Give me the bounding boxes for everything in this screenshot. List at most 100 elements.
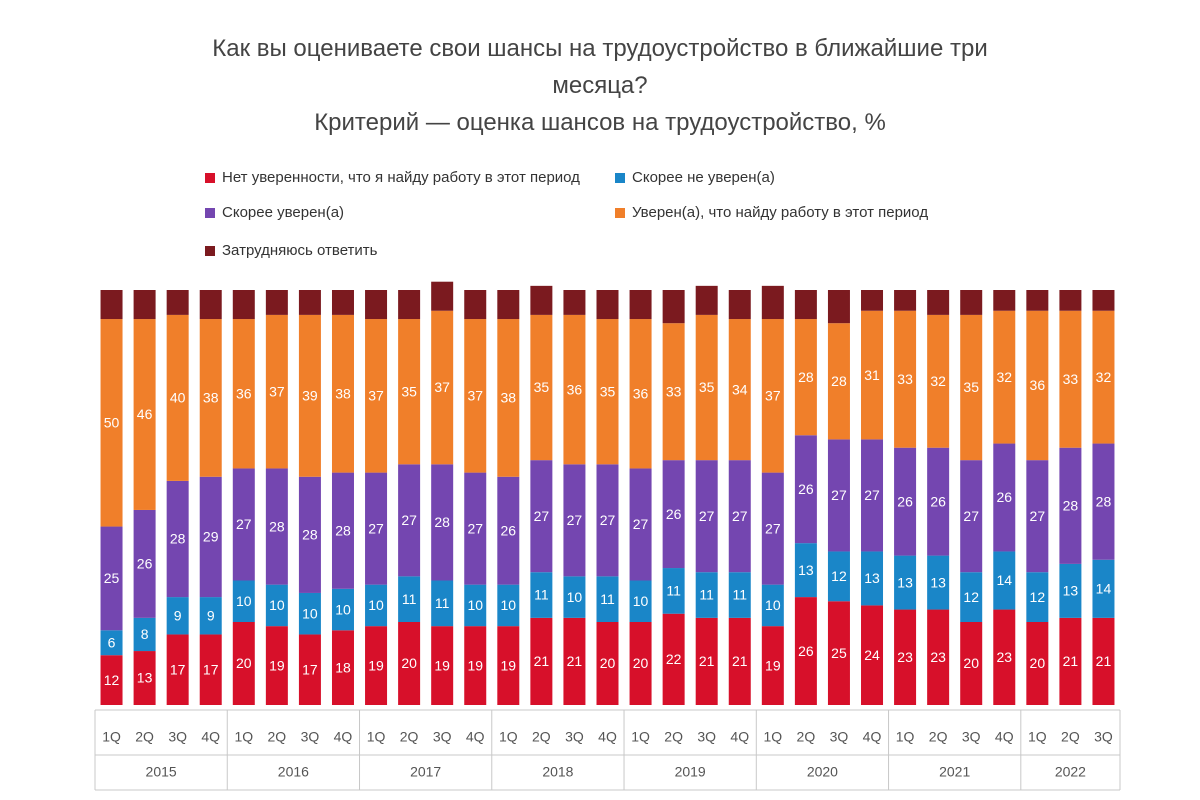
x-tick-label: 1Q [763, 729, 782, 745]
value-label: 12 [1030, 589, 1046, 605]
value-label: 18 [335, 659, 351, 675]
value-label: 26 [897, 493, 913, 509]
bar-segment [497, 290, 520, 320]
value-label: 27 [534, 508, 550, 524]
chart-subtitle: Критерий — оценка шансов на трудоустройс… [314, 109, 886, 136]
bar-segment [728, 617, 751, 705]
value-label: 27 [732, 508, 748, 524]
bar-segment [298, 314, 321, 477]
bar-segment [464, 472, 487, 585]
bar-segment [1026, 622, 1049, 705]
value-label: 34 [732, 381, 748, 397]
bar-segment [265, 584, 288, 627]
x-tick-label: 1Q [631, 729, 650, 745]
value-label: 27 [864, 487, 880, 503]
bar-segment [993, 443, 1016, 552]
bar-segment [629, 319, 652, 469]
bar-segment [133, 617, 156, 652]
legend-swatch [205, 246, 215, 256]
bar-segment [596, 290, 619, 320]
x-tick-label: 1Q [367, 729, 386, 745]
bar-segment [331, 588, 354, 631]
bar-segment [960, 572, 983, 622]
bar-segment [464, 290, 487, 320]
value-label: 21 [567, 653, 583, 669]
bar-segment [530, 314, 553, 461]
value-label: 10 [269, 597, 285, 613]
x-tick-label: 3Q [697, 729, 716, 745]
bar-segment [894, 447, 917, 556]
value-label: 27 [633, 516, 649, 532]
value-label: 25 [831, 645, 847, 661]
value-label: 21 [1096, 653, 1112, 669]
bar-segment [497, 626, 520, 705]
bar-segment [629, 580, 652, 622]
value-label: 27 [567, 512, 583, 528]
x-tick-label: 4Q [730, 729, 749, 745]
bar-segment [695, 572, 718, 618]
x-tick-label: 3Q [301, 729, 320, 745]
bar-segment [827, 439, 850, 552]
value-label: 26 [798, 481, 814, 497]
value-label: 27 [600, 512, 616, 528]
x-tick-label: 1Q [1028, 729, 1047, 745]
value-label: 26 [137, 556, 153, 572]
bar-segment [398, 622, 421, 705]
bar-segment [993, 609, 1016, 705]
chart-title: Как вы оцениваете свои шансы на трудоуст… [212, 35, 988, 99]
bar-segment [464, 626, 487, 705]
bar-segment [662, 323, 685, 461]
bar-segment [298, 476, 321, 593]
value-label: 26 [930, 493, 946, 509]
x-tick-label: 2Q [797, 729, 816, 745]
x-tick-label: 3Q [1094, 729, 1113, 745]
group-label: 2015 [146, 764, 177, 780]
value-label: 14 [996, 572, 1012, 588]
value-label: 27 [963, 508, 979, 524]
bar-segment [431, 281, 454, 311]
bar-segment [794, 319, 817, 436]
bar-segment [1092, 290, 1115, 311]
bar-segment [166, 290, 189, 315]
value-label: 46 [137, 406, 153, 422]
x-tick-label: 1Q [234, 729, 253, 745]
value-label: 19 [434, 657, 450, 673]
value-label: 37 [368, 388, 384, 404]
bar-segment [431, 310, 454, 465]
bar-segment [563, 464, 586, 577]
legend-swatch [205, 173, 215, 183]
value-label: 21 [699, 653, 715, 669]
bar-segment [827, 551, 850, 602]
value-label: 27 [831, 487, 847, 503]
value-label: 13 [930, 574, 946, 590]
value-label: 28 [1096, 493, 1112, 509]
bar-segment [331, 472, 354, 589]
value-label: 28 [269, 518, 285, 534]
bar-segment [398, 576, 421, 622]
bar-segment [695, 285, 718, 315]
x-tick-label: 4Q [995, 729, 1014, 745]
bar-segment [265, 290, 288, 315]
bar-segment [861, 551, 884, 606]
value-label: 26 [996, 489, 1012, 505]
value-label: 26 [501, 522, 517, 538]
bar-segment [166, 314, 189, 481]
x-tick-label: 3Q [433, 729, 452, 745]
value-label: 10 [467, 597, 483, 613]
bar-segment [232, 622, 255, 705]
bar-segment [1026, 310, 1049, 461]
bar-segment [927, 447, 950, 556]
bar-segment [728, 460, 751, 573]
value-label: 10 [368, 597, 384, 613]
value-label: 12 [104, 672, 120, 688]
value-label: 27 [699, 508, 715, 524]
value-label: 12 [963, 589, 979, 605]
value-label: 28 [798, 369, 814, 385]
value-label: 20 [600, 655, 616, 671]
value-label: 26 [798, 643, 814, 659]
x-tick-label: 1Q [102, 729, 121, 745]
value-label: 38 [335, 385, 351, 401]
value-label: 37 [434, 379, 450, 395]
bar-segment [563, 617, 586, 705]
value-label: 11 [666, 583, 681, 599]
